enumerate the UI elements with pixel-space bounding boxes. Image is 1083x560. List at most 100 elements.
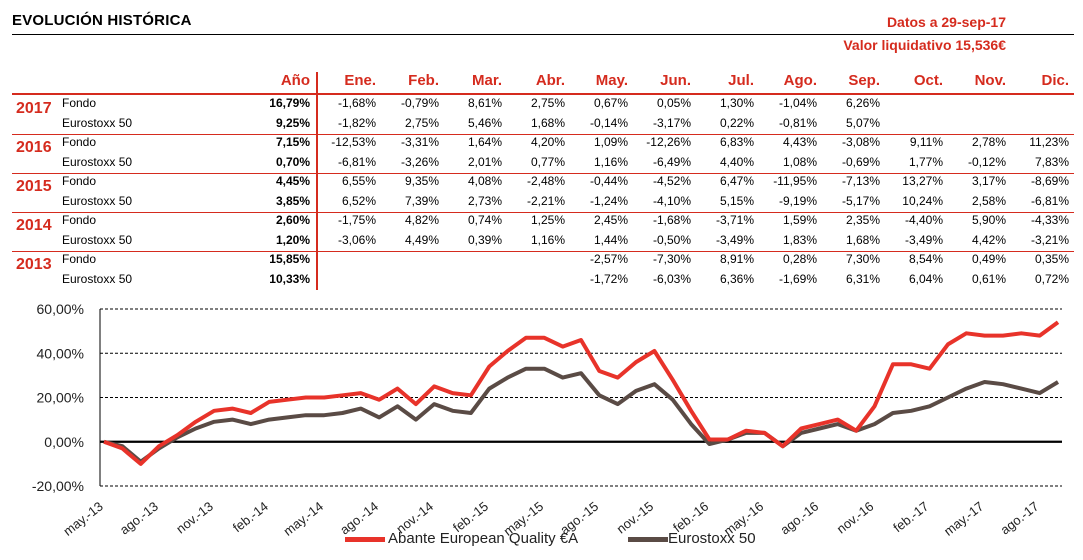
month-cell: -2,57% [589, 252, 628, 266]
ytd-cell: 4,45% [275, 174, 310, 188]
month-cell: -3,71% [715, 213, 754, 227]
month-cell: 4,20% [530, 135, 565, 149]
month-cell: -0,12% [967, 154, 1006, 169]
month-cell: -7,13% [841, 174, 880, 188]
month-cell: 2,01% [467, 154, 502, 169]
month-cell: -6,03% [652, 271, 691, 286]
month-cell: 8,54% [908, 252, 943, 266]
month-cell: 1,30% [719, 96, 754, 110]
x-tick-label: may.-13 [60, 499, 105, 539]
y-tick-label: -20,00% [32, 478, 84, 494]
column-header: Jun. [660, 72, 691, 89]
row-label: Eurostoxx 50 [62, 271, 133, 286]
month-cell: -4,40% [904, 213, 943, 227]
y-tick-label: 0,00% [44, 434, 84, 450]
month-cell: -3,49% [715, 232, 754, 247]
month-cell: -12,26% [646, 135, 691, 149]
column-header: Jul. [728, 72, 754, 89]
ytd-cell: 9,25% [275, 115, 310, 130]
month-cell: 6,47% [719, 174, 754, 188]
month-cell: -0,44% [589, 174, 628, 188]
month-cell: -1,68% [652, 213, 691, 227]
month-cell: -9,19% [778, 193, 817, 208]
month-cell: 4,43% [782, 135, 817, 149]
page-title: EVOLUCIÓN HISTÓRICA [12, 12, 192, 29]
month-cell: -3,49% [904, 232, 943, 247]
month-cell: 2,45% [593, 213, 628, 227]
month-cell: 2,75% [404, 115, 439, 130]
month-cell: 11,23% [1029, 135, 1069, 149]
month-cell: 8,61% [467, 96, 502, 110]
month-cell: -0,50% [652, 232, 691, 247]
month-cell: -4,52% [652, 174, 691, 188]
x-tick-label: feb.-17 [890, 499, 931, 536]
month-cell: -12,53% [331, 135, 376, 149]
row-label: Eurostoxx 50 [62, 154, 133, 169]
x-tick-label: ago.-14 [337, 499, 381, 538]
month-cell: 6,26% [845, 96, 880, 110]
y-tick-label: 60,00% [37, 301, 84, 317]
month-cell: -4,10% [652, 193, 691, 208]
column-header: Ene. [344, 72, 376, 89]
year-label: 2014 [16, 217, 52, 234]
month-cell: -3,17% [652, 115, 691, 130]
month-cell: -6,49% [652, 154, 691, 169]
month-cell: 5,46% [467, 115, 502, 130]
x-tick-label: nov.-16 [834, 499, 877, 537]
column-header: Año [280, 72, 310, 89]
column-header: Abr. [535, 72, 565, 89]
month-cell: 2,58% [971, 193, 1006, 208]
month-cell: 0,22% [719, 115, 754, 130]
month-cell: 1,68% [845, 232, 880, 247]
month-cell: 0,67% [593, 96, 628, 110]
year-column-divider [316, 72, 318, 290]
column-header: Ago. [783, 72, 817, 89]
month-cell: 10,24% [902, 193, 943, 208]
month-cell: 1,68% [530, 115, 565, 130]
month-cell: 7,30% [845, 252, 880, 266]
month-cell: 1,64% [467, 135, 502, 149]
x-tick-label: may.-17 [941, 499, 986, 539]
month-cell: 1,44% [593, 232, 628, 247]
month-cell: 6,04% [908, 271, 943, 286]
month-cell: 2,78% [971, 135, 1006, 149]
ytd-cell: 7,15% [275, 135, 310, 149]
month-cell: 7,83% [1034, 154, 1069, 169]
month-cell: 4,42% [971, 232, 1006, 247]
y-tick-label: 20,00% [37, 390, 84, 406]
data-date: Datos a 29-sep-17 [886, 14, 1006, 30]
month-cell: 5,15% [719, 193, 754, 208]
column-header: Sep. [848, 72, 880, 89]
month-cell: -3,31% [400, 135, 439, 149]
year-label: 2017 [16, 100, 52, 117]
month-cell: -1,24% [589, 193, 628, 208]
month-cell: -0,14% [589, 115, 628, 130]
legend-fund-label: Abante European Quality €A [388, 530, 579, 547]
ytd-cell: 10,33% [269, 271, 310, 286]
month-cell: 1,08% [782, 154, 817, 169]
legend-fund-swatch [345, 537, 385, 542]
month-cell: -3,21% [1030, 232, 1069, 247]
month-cell: 1,83% [782, 232, 817, 247]
series-line-index [103, 366, 1060, 464]
month-cell: 2,75% [530, 96, 565, 110]
month-cell: 4,49% [404, 232, 439, 247]
month-cell: -3,26% [400, 154, 439, 169]
month-cell: 1,16% [530, 232, 565, 247]
year-label: 2013 [16, 256, 52, 273]
month-cell: 3,17% [971, 174, 1006, 188]
month-cell: 1,16% [593, 154, 628, 169]
column-header: Oct. [913, 72, 943, 89]
x-tick-label: may.-14 [281, 499, 326, 539]
nav-value: Valor liquidativo 15,536€ [843, 37, 1006, 53]
series-line-fund [103, 320, 1060, 466]
y-tick-label: 40,00% [37, 345, 84, 361]
month-cell: 0,77% [530, 154, 565, 169]
column-header: Nov. [974, 72, 1006, 89]
month-cell: 1,25% [530, 213, 565, 227]
month-cell: 9,11% [909, 135, 943, 149]
row-label: Fondo [62, 135, 97, 149]
row-label: Eurostoxx 50 [62, 115, 133, 130]
month-cell: 0,61% [971, 271, 1006, 286]
month-cell: -3,06% [337, 232, 376, 247]
